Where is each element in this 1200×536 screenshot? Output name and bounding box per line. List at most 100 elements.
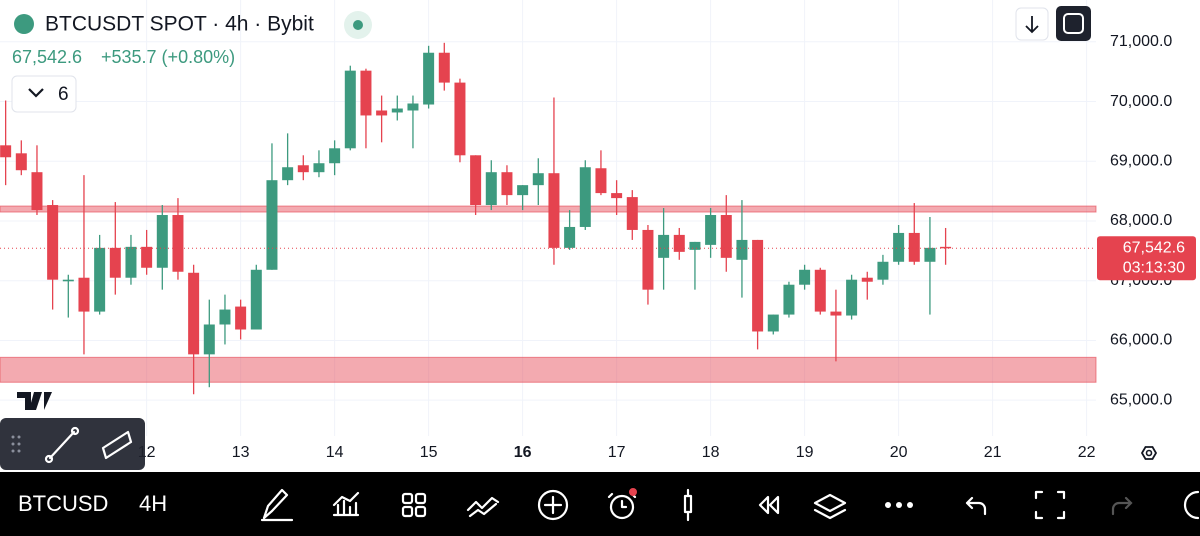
- candle-body: [673, 234, 685, 252]
- candle-body: [579, 167, 591, 227]
- toolbar-interval[interactable]: 4H: [139, 491, 167, 516]
- y-tick-label: 68,000.0: [1110, 212, 1172, 229]
- fullscreen-toolbar-icon[interactable]: [1034, 490, 1066, 520]
- y-tick-label: 65,000.0: [1110, 391, 1172, 408]
- candle-body: [752, 239, 764, 332]
- price-label: 67,542.6: [1123, 240, 1185, 257]
- candle-body: [501, 172, 513, 196]
- candle-body: [438, 52, 450, 83]
- candle-body: [15, 153, 27, 171]
- candle-body: [830, 311, 842, 316]
- candle-body: [188, 272, 200, 355]
- candle-body: [799, 269, 811, 285]
- chevron: [28, 88, 44, 98]
- market-status-dot: [353, 20, 363, 30]
- compare-icon[interactable]: [466, 496, 500, 518]
- settings-icon[interactable]: [1140, 446, 1158, 460]
- tv-logo: [17, 392, 52, 410]
- axes: 65,000.066,000.067,000.068,000.069,000.0…: [138, 33, 1196, 461]
- layers-icon[interactable]: [813, 493, 847, 520]
- candle-body: [532, 173, 544, 186]
- candle-body: [125, 246, 137, 278]
- trend-line-tool[interactable]: [48, 430, 76, 460]
- candle-body: [783, 284, 795, 315]
- down-arrow: [1025, 16, 1039, 34]
- edge-icon: [1183, 490, 1200, 520]
- candle-body: [736, 239, 748, 260]
- candle-body: [626, 197, 638, 230]
- candle-body: [250, 269, 262, 330]
- bottom-toolbar: [0, 472, 1200, 536]
- plot: [0, 42, 1096, 395]
- replay-icon[interactable]: [758, 495, 780, 515]
- candle-body: [595, 168, 607, 194]
- candle-body: [642, 229, 654, 290]
- candle-body: [31, 172, 43, 211]
- chart-type-icon[interactable]: [683, 488, 693, 522]
- settings-icon-center: [1145, 449, 1153, 457]
- candle-body: [376, 110, 388, 116]
- candle-body: [658, 234, 670, 258]
- x-tick-label: 16: [514, 444, 532, 461]
- x-tick-label: 19: [796, 444, 814, 461]
- x-tick-label: 15: [420, 444, 438, 461]
- add-icon[interactable]: [537, 489, 569, 521]
- candle-body: [423, 52, 435, 105]
- candle-body: [313, 163, 325, 173]
- toolbar-symbol[interactable]: BTCUSD: [18, 491, 108, 516]
- candle-body: [219, 309, 231, 325]
- candle-body: [109, 247, 121, 278]
- x-tick-label: 14: [326, 444, 344, 461]
- indicators-icon[interactable]: [332, 491, 360, 517]
- candle-body: [877, 261, 889, 280]
- candle-body: [360, 70, 372, 116]
- draw-icon[interactable]: [260, 488, 294, 522]
- candle-body: [297, 165, 309, 173]
- trend-line-point: [44, 454, 54, 464]
- channel-tool[interactable]: [101, 430, 133, 460]
- candle-body: [940, 246, 952, 249]
- symbol-title[interactable]: BTCUSDT SPOT · 4h · Bybit: [45, 13, 314, 36]
- candle-body: [814, 269, 826, 312]
- candle-body: [344, 70, 356, 149]
- candle-body: [564, 226, 576, 248]
- candle-body: [203, 324, 215, 355]
- x-tick-label: 13: [232, 444, 250, 461]
- candle-body: [548, 173, 560, 248]
- more-icon[interactable]: [885, 502, 913, 508]
- drawing-panel: [0, 418, 145, 470]
- candle-body: [62, 279, 74, 282]
- candle-body: [282, 167, 294, 181]
- candle-body: [689, 241, 701, 250]
- x-tick-label: 22: [1078, 444, 1096, 461]
- templates-icon[interactable]: [401, 492, 427, 518]
- candle-body: [156, 215, 168, 268]
- candle-body: [235, 306, 247, 330]
- fullscreen-button[interactable]: [1056, 6, 1091, 41]
- candle-body: [454, 82, 466, 156]
- candle-body: [172, 215, 184, 272]
- grid: [0, 0, 1096, 436]
- candle-body: [78, 277, 90, 312]
- candle-body: [893, 232, 905, 262]
- indicators-toggle[interactable]: [11, 75, 77, 113]
- candle-body: [94, 247, 106, 312]
- alert-badge: [629, 488, 637, 496]
- candle-body: [485, 172, 497, 206]
- x-tick-label: 18: [702, 444, 720, 461]
- candle-body: [0, 145, 12, 158]
- x-tick-label: 20: [890, 444, 908, 461]
- y-tick-label: 70,000.0: [1110, 93, 1172, 110]
- candle-body: [861, 277, 873, 282]
- candle-body: [407, 103, 419, 111]
- x-tick-label: 21: [984, 444, 1002, 461]
- redo-icon[interactable]: [1111, 496, 1133, 516]
- x-tick-label: 17: [608, 444, 626, 461]
- candle-body: [391, 108, 403, 113]
- y-tick-label: 69,000.0: [1110, 152, 1172, 169]
- indicators-count[interactable]: 6: [58, 84, 69, 105]
- undo-icon[interactable]: [965, 496, 987, 516]
- candle-body: [846, 279, 858, 316]
